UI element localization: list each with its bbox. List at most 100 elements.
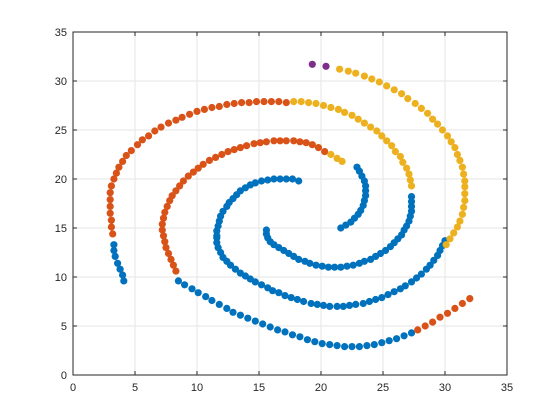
data-point-series-2 (252, 98, 261, 106)
data-point-series-1 (257, 177, 266, 185)
data-point-series-1 (343, 262, 351, 270)
data-point-series-3 (406, 176, 414, 184)
data-point-series-2 (179, 177, 187, 185)
x-tick-label: 5 (132, 382, 138, 394)
data-point-series-3 (405, 170, 413, 178)
data-point-series-3 (461, 190, 469, 198)
data-point-series-1 (331, 263, 339, 271)
data-point-series-1 (223, 202, 231, 210)
data-point-series-1 (188, 285, 196, 293)
data-point-series-1 (360, 257, 368, 265)
data-point-series-3 (360, 119, 368, 127)
data-point-series-1 (363, 342, 371, 350)
data-point-series-2 (282, 99, 290, 107)
data-point-series-2 (236, 144, 244, 152)
x-tick-label: 20 (315, 382, 327, 394)
data-point-series-4 (308, 60, 316, 68)
x-tick-label: 30 (439, 382, 451, 394)
x-tick-label: 10 (191, 382, 203, 394)
data-point-series-3 (341, 108, 349, 116)
data-point-series-2 (162, 244, 170, 252)
data-point-series-3 (407, 182, 416, 190)
data-point-series-1 (407, 278, 416, 286)
data-point-series-1 (348, 343, 356, 351)
data-point-series-1 (120, 277, 128, 285)
data-point-series-2 (106, 189, 114, 197)
data-point-series-2 (262, 138, 270, 146)
data-point-series-3 (456, 217, 464, 225)
data-point-series-1 (333, 302, 341, 310)
data-point-series-3 (461, 177, 469, 185)
data-point-series-2 (157, 123, 165, 131)
data-point-series-2 (115, 163, 123, 171)
data-point-series-1 (281, 328, 289, 336)
data-point-series-2 (166, 197, 174, 205)
data-point-series-2 (169, 261, 177, 269)
data-point-series-3 (352, 69, 360, 77)
data-point-series-2 (159, 232, 168, 240)
data-point-series-3 (461, 197, 469, 205)
data-point-series-1 (339, 302, 347, 310)
data-point-series-1 (326, 341, 334, 349)
data-point-series-2 (212, 153, 220, 161)
data-point-series-3 (456, 156, 464, 164)
data-point-series-4 (322, 62, 330, 70)
data-point-series-2 (302, 139, 310, 147)
data-point-series-1 (324, 263, 332, 271)
data-point-series-1 (303, 336, 311, 344)
data-point-series-3 (378, 132, 386, 140)
data-point-series-2 (414, 326, 422, 334)
data-point-series-2 (270, 137, 278, 145)
data-markers (106, 60, 474, 351)
axes (72, 31, 508, 376)
data-point-series-3 (446, 235, 454, 243)
y-tick-label: 10 (55, 272, 67, 284)
data-point-series-1 (270, 175, 278, 183)
data-point-series-3 (453, 223, 461, 231)
data-point-series-2 (200, 105, 208, 113)
data-point-series-1 (412, 274, 421, 282)
data-point-series-3 (344, 67, 352, 75)
data-point-series-3 (391, 148, 399, 156)
data-point-series-1 (359, 299, 367, 308)
data-point-series-1 (236, 311, 244, 319)
x-tick-label: 35 (501, 382, 513, 394)
data-point-series-2 (161, 238, 169, 246)
data-point-series-1 (276, 175, 284, 183)
data-point-series-1 (337, 263, 345, 271)
data-point-series-2 (167, 255, 175, 263)
data-point-series-2 (199, 160, 207, 168)
data-point-series-2 (163, 202, 171, 210)
data-point-series-1 (370, 341, 378, 349)
data-point-series-3 (460, 170, 468, 178)
data-point-series-1 (110, 241, 118, 249)
data-point-series-1 (417, 270, 425, 278)
data-point-series-1 (215, 300, 223, 308)
data-point-series-3 (442, 241, 450, 249)
data-point-series-1 (407, 193, 416, 201)
data-point-series-1 (407, 329, 416, 337)
data-point-series-3 (388, 142, 396, 150)
data-point-series-2 (321, 148, 329, 156)
data-point-series-3 (383, 82, 391, 90)
data-point-series-2 (159, 214, 168, 222)
data-point-series-2 (178, 113, 186, 121)
data-point-series-3 (367, 123, 375, 131)
data-point-series-3 (460, 203, 468, 211)
data-point-series-1 (266, 323, 274, 331)
data-point-series-2 (176, 182, 184, 190)
data-point-series-3 (375, 78, 383, 86)
data-point-series-2 (164, 249, 173, 258)
data-point-series-1 (223, 304, 231, 312)
data-point-series-3 (417, 104, 425, 112)
data-point-series-2 (158, 226, 166, 234)
data-point-series-1 (311, 338, 319, 346)
data-point-series-1 (400, 332, 408, 340)
data-point-series-2 (119, 157, 127, 165)
data-point-series-3 (404, 95, 412, 103)
data-point-series-2 (296, 138, 304, 146)
data-point-series-2 (107, 216, 115, 224)
data-point-series-3 (453, 150, 461, 159)
data-point-series-1 (264, 176, 272, 184)
data-point-series-1 (295, 255, 303, 263)
